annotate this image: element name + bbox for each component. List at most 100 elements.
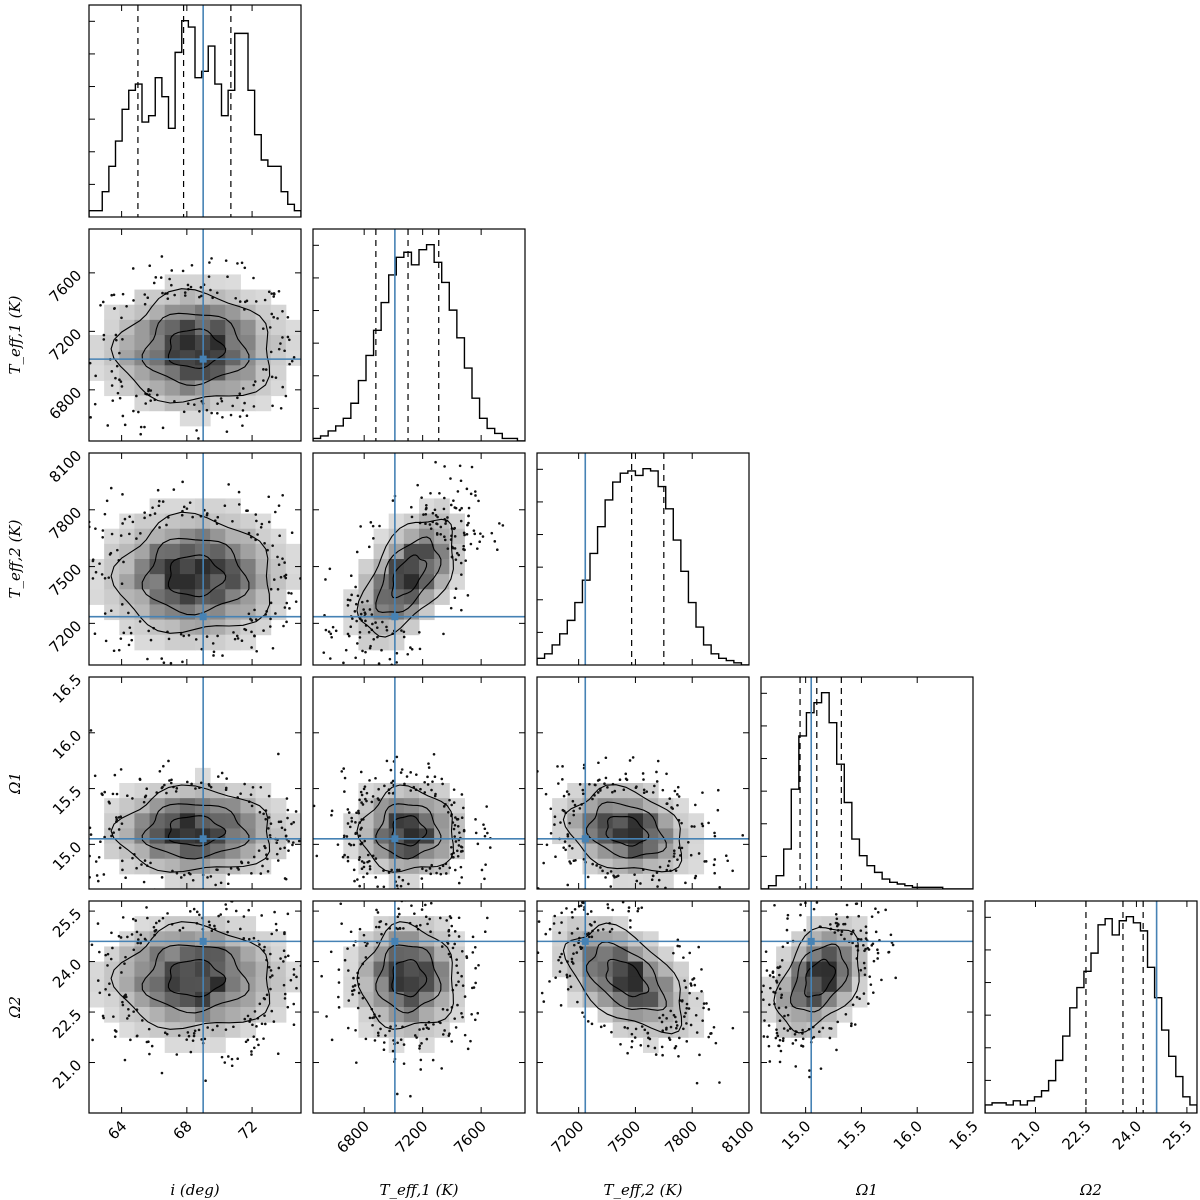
density-cell: [403, 574, 420, 590]
sample-point: [295, 986, 298, 990]
sample-point: [337, 421, 340, 424]
sample-point: [199, 286, 203, 289]
density-cell: [449, 828, 465, 845]
sample-point: [593, 783, 597, 787]
truth-marker: [199, 613, 207, 621]
density-cell: [119, 513, 135, 530]
sample-point: [98, 991, 102, 995]
density-cell: [104, 946, 120, 963]
density-cell: [89, 365, 105, 381]
x-tick-label: 7800: [661, 1117, 701, 1157]
sample-point: [305, 1033, 308, 1036]
density-cell: [597, 843, 614, 860]
sample-point: [156, 488, 160, 492]
sample-point: [590, 935, 594, 939]
density-cell: [179, 559, 196, 575]
density-cell: [225, 946, 241, 963]
sample-point: [420, 908, 424, 911]
density-cell: [164, 946, 181, 963]
sample-point: [395, 884, 399, 887]
sample-point: [851, 929, 855, 932]
sample-point: [609, 885, 613, 888]
sample-point: [430, 788, 433, 792]
panel-frame: [88, 228, 302, 442]
sample-point: [99, 840, 102, 844]
sample-point: [712, 863, 716, 867]
density-cell: [373, 574, 390, 590]
density-cell: [821, 946, 838, 963]
density-cell: [164, 931, 181, 947]
x-tick-label: 6800: [333, 1117, 373, 1157]
sample-point: [613, 789, 617, 793]
sample-point: [454, 587, 458, 590]
sample-point: [368, 779, 371, 782]
sample-point: [102, 338, 106, 341]
sample-point: [89, 729, 93, 732]
histogram-i: [89, 20, 301, 217]
sample-point: [79, 935, 82, 938]
sample-point: [374, 925, 378, 929]
sample-point: [279, 575, 283, 579]
sample-point: [358, 855, 362, 859]
sample-point: [565, 975, 569, 979]
sample-point: [661, 1013, 665, 1017]
sample-point: [362, 865, 366, 869]
sample-point: [264, 368, 268, 371]
density-cell: [403, 528, 420, 545]
sample-point: [217, 914, 220, 918]
sample-point: [351, 993, 354, 996]
scatter-panel-i-teff2: [89, 453, 301, 665]
sample-point: [398, 868, 401, 872]
density-cell: [119, 1022, 135, 1038]
sample-point: [347, 811, 351, 814]
sample-point: [564, 848, 567, 852]
sample-point: [290, 822, 293, 826]
sample-point: [216, 868, 219, 872]
sample-point: [131, 797, 134, 800]
sample-point: [343, 853, 346, 857]
density-cell: [164, 304, 181, 321]
sample-point: [271, 404, 274, 408]
sample-point: [247, 908, 251, 912]
density-cell: [836, 961, 853, 978]
contour-line: [110, 511, 271, 634]
density-cell: [164, 513, 181, 530]
sample-point: [250, 1053, 253, 1056]
sample-point: [208, 923, 212, 927]
sample-point: [446, 516, 449, 519]
density-cell: [419, 798, 435, 814]
sample-point: [166, 912, 169, 915]
sample-point: [373, 1039, 377, 1042]
y-tick-label: 7500: [46, 560, 86, 600]
sample-point: [274, 922, 278, 926]
density-cell: [210, 543, 226, 560]
sample-point: [107, 993, 111, 997]
sample-point: [120, 385, 124, 388]
sample-point: [443, 538, 447, 542]
density-cell: [134, 365, 151, 381]
histogram-panel-i: [88, 4, 302, 218]
sample-point: [439, 525, 443, 529]
sample-point: [636, 909, 640, 913]
sample-point: [447, 934, 451, 937]
sample-point: [263, 541, 266, 545]
density-cell: [149, 634, 166, 651]
sample-point: [321, 1001, 324, 1004]
density-cell: [104, 543, 120, 560]
sample-point: [129, 631, 133, 635]
density-cell: [134, 961, 151, 978]
density-cell: [240, 319, 257, 336]
sample-point: [794, 1065, 798, 1068]
sample-point: [388, 657, 392, 661]
density-cell: [149, 843, 166, 860]
sample-point: [407, 882, 410, 886]
sample-point: [651, 791, 655, 794]
sample-point: [459, 561, 463, 565]
sample-point: [701, 1019, 704, 1022]
sample-point: [637, 907, 640, 910]
sample-point: [364, 619, 367, 623]
sample-point: [95, 874, 99, 877]
sample-point: [457, 844, 461, 847]
density-cell: [255, 798, 272, 814]
sample-point: [165, 523, 168, 527]
